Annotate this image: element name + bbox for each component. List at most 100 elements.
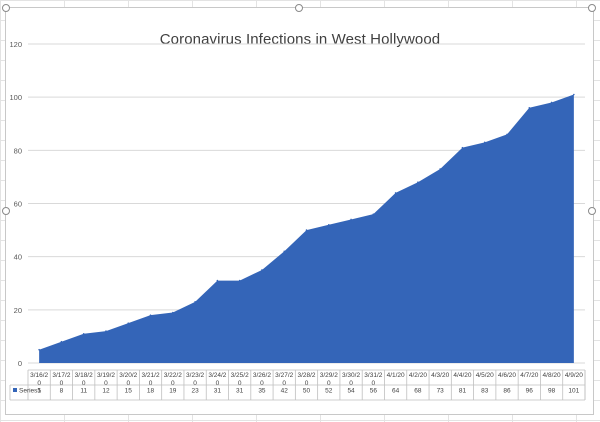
data-table-value: 98 (548, 388, 556, 395)
data-point (461, 146, 464, 149)
x-category-label: 0 (349, 380, 353, 387)
data-point (372, 213, 375, 215)
y-tick-label: 20 (14, 306, 22, 315)
x-category-label: 3/22/2 (164, 372, 182, 379)
y-tick-label: 120 (9, 40, 22, 49)
x-category-label: 0 (372, 380, 376, 387)
data-point (417, 181, 419, 184)
x-category-label: 4/8/20 (543, 372, 561, 379)
x-category-label: 0 (82, 380, 86, 387)
x-category-label: 4/5/20 (476, 372, 494, 379)
x-category-label: 4/3/20 (431, 372, 449, 379)
data-point (127, 322, 130, 324)
x-category-label: 3/25/2 (231, 372, 249, 379)
x-category-label: 3/31/2 (364, 372, 382, 379)
x-category-label: 0 (282, 380, 286, 387)
data-point (439, 168, 441, 170)
data-point (238, 279, 241, 282)
x-category-label: 0 (305, 380, 309, 387)
x-category-label: 3/24/2 (208, 372, 226, 379)
x-category-label: 3/23/2 (186, 372, 204, 379)
data-table-value: 5 (37, 388, 41, 395)
data-table-value: 83 (481, 388, 489, 395)
data-table-value: 42 (281, 388, 289, 395)
data-table-value: 50 (303, 388, 311, 395)
x-category-label: 0 (37, 380, 41, 387)
data-table-value: 96 (526, 388, 534, 395)
data-point (483, 141, 486, 144)
x-category-label: 3/28/2 (297, 372, 315, 379)
data-point (394, 192, 397, 194)
x-category-label: 4/9/20 (565, 372, 583, 379)
data-table-value: 73 (437, 388, 445, 395)
data-point (550, 101, 553, 104)
x-category-label: 4/7/20 (520, 372, 538, 379)
x-category-label: 0 (260, 380, 264, 387)
x-category-label: 3/20/2 (119, 372, 137, 379)
data-table-value: 19 (169, 388, 177, 395)
data-point (60, 340, 63, 343)
y-tick-label: 100 (9, 93, 22, 102)
x-category-label: 0 (149, 380, 153, 387)
x-category-label: 3/18/2 (75, 372, 93, 379)
data-table-value: 68 (414, 388, 422, 395)
resize-handle-top[interactable] (295, 4, 303, 12)
legend-series-name: Series1 (19, 388, 41, 395)
data-table-value: 15 (125, 388, 133, 395)
x-category-label: 3/29/2 (320, 372, 338, 379)
resize-handle-left[interactable] (2, 207, 10, 215)
data-point (149, 314, 152, 316)
data-table-value: 101 (568, 388, 579, 395)
x-category-label: 0 (126, 380, 130, 387)
x-category-label: 0 (171, 380, 175, 387)
y-tick-label: 0 (18, 359, 22, 368)
data-table-value: 8 (60, 388, 64, 395)
data-table-value: 35 (258, 388, 266, 395)
y-tick-label: 60 (14, 200, 22, 209)
data-point (172, 311, 174, 314)
resize-handle-top-left[interactable] (2, 4, 10, 12)
data-point (38, 348, 40, 351)
x-category-label: 3/27/2 (275, 372, 293, 379)
x-category-label: 3/19/2 (97, 372, 115, 379)
data-table-value: 11 (80, 388, 87, 395)
x-category-label: 0 (193, 380, 197, 387)
series-area (39, 94, 574, 363)
data-table-value: 52 (325, 388, 333, 395)
x-category-label: 3/16/2 (30, 372, 48, 379)
x-category-label: 4/1/20 (387, 372, 405, 379)
data-point (573, 93, 575, 96)
x-category-label: 3/30/2 (342, 372, 360, 379)
data-table-value: 56 (370, 388, 378, 395)
resize-handle-right[interactable] (588, 207, 596, 215)
x-category-label: 0 (327, 380, 331, 387)
legend-key (13, 388, 17, 392)
data-table-value: 12 (102, 388, 110, 395)
x-category-label: 3/21/2 (142, 372, 160, 379)
x-category-label: 4/4/20 (453, 372, 471, 379)
x-category-label: 0 (216, 380, 220, 387)
data-table-value: 81 (459, 388, 467, 395)
data-point (261, 269, 263, 271)
data-table-value: 23 (191, 388, 199, 395)
data-table-value: 64 (392, 388, 400, 395)
x-category-label: 0 (104, 380, 108, 387)
x-category-label: 4/6/20 (498, 372, 516, 379)
x-category-label: 3/26/2 (253, 372, 271, 379)
data-point (283, 250, 286, 253)
data-point (506, 133, 508, 136)
y-tick-label: 80 (14, 146, 22, 155)
data-table-value: 54 (347, 388, 355, 395)
data-table-value: 86 (503, 388, 511, 395)
data-table-value: 31 (236, 388, 244, 395)
data-point (82, 332, 85, 335)
x-category-label: 0 (60, 380, 64, 387)
data-point (350, 218, 352, 221)
data-table-value: 31 (214, 388, 222, 395)
x-category-label: 0 (238, 380, 242, 387)
y-tick-label: 40 (14, 253, 22, 262)
resize-handle-top-right[interactable] (588, 4, 596, 12)
data-point (105, 330, 107, 332)
data-point (194, 301, 196, 303)
